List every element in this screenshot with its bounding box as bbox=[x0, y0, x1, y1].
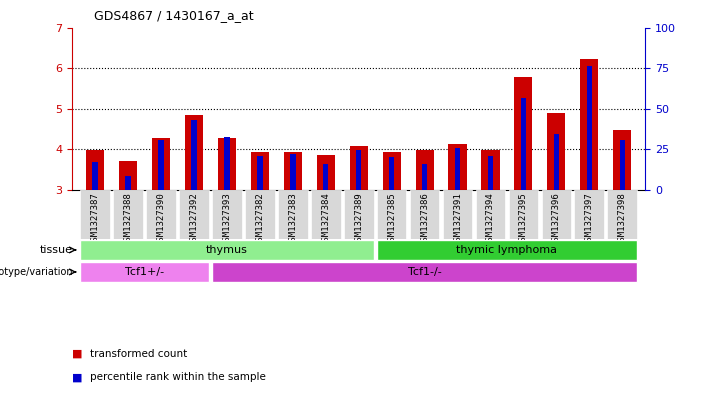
Bar bbox=[356, 151, 361, 190]
Bar bbox=[284, 152, 302, 190]
Bar bbox=[487, 156, 493, 190]
Bar bbox=[92, 162, 98, 190]
Bar bbox=[317, 155, 335, 190]
Bar bbox=[613, 130, 632, 190]
Bar bbox=[619, 140, 625, 190]
Text: GSM1327395: GSM1327395 bbox=[519, 192, 528, 246]
Text: percentile rank within the sample: percentile rank within the sample bbox=[90, 372, 266, 382]
Bar bbox=[350, 146, 368, 190]
Text: genotype/variation: genotype/variation bbox=[0, 267, 73, 277]
Text: GSM1327383: GSM1327383 bbox=[288, 192, 297, 246]
Text: GSM1327386: GSM1327386 bbox=[420, 192, 429, 246]
Bar bbox=[415, 151, 433, 190]
Bar bbox=[185, 116, 203, 190]
Text: GSM1327393: GSM1327393 bbox=[223, 192, 231, 246]
Bar bbox=[257, 156, 262, 190]
Text: transformed count: transformed count bbox=[90, 349, 187, 359]
FancyBboxPatch shape bbox=[508, 190, 539, 239]
Text: Tcf1+/-: Tcf1+/- bbox=[125, 266, 164, 277]
Bar bbox=[152, 138, 170, 190]
FancyBboxPatch shape bbox=[476, 190, 505, 239]
Text: GSM1327398: GSM1327398 bbox=[618, 192, 627, 246]
Bar bbox=[125, 176, 131, 190]
Bar bbox=[86, 151, 105, 190]
FancyBboxPatch shape bbox=[410, 190, 439, 239]
Bar bbox=[251, 152, 269, 190]
Text: thymic lymphoma: thymic lymphoma bbox=[456, 244, 557, 255]
Bar bbox=[482, 151, 500, 190]
Text: GSM1327389: GSM1327389 bbox=[354, 192, 363, 246]
Bar bbox=[514, 77, 533, 190]
Bar bbox=[422, 164, 428, 190]
FancyBboxPatch shape bbox=[607, 190, 637, 239]
Bar bbox=[554, 134, 559, 190]
Bar bbox=[587, 66, 592, 190]
FancyBboxPatch shape bbox=[245, 190, 275, 239]
Text: GSM1327394: GSM1327394 bbox=[486, 192, 495, 246]
Text: GSM1327382: GSM1327382 bbox=[255, 192, 265, 246]
Text: GSM1327391: GSM1327391 bbox=[453, 192, 462, 246]
FancyBboxPatch shape bbox=[377, 240, 637, 260]
Bar bbox=[521, 97, 526, 190]
Bar bbox=[290, 154, 296, 190]
Bar bbox=[455, 148, 460, 190]
Text: Tcf1-/-: Tcf1-/- bbox=[407, 266, 441, 277]
Bar bbox=[218, 138, 236, 190]
FancyBboxPatch shape bbox=[146, 190, 176, 239]
Bar bbox=[224, 137, 230, 190]
FancyBboxPatch shape bbox=[113, 190, 143, 239]
FancyBboxPatch shape bbox=[80, 262, 209, 282]
Text: GDS4867 / 1430167_a_at: GDS4867 / 1430167_a_at bbox=[94, 9, 253, 22]
Text: GSM1327387: GSM1327387 bbox=[91, 192, 99, 246]
Text: ■: ■ bbox=[72, 372, 83, 382]
FancyBboxPatch shape bbox=[443, 190, 472, 239]
FancyBboxPatch shape bbox=[80, 240, 373, 260]
FancyBboxPatch shape bbox=[541, 190, 571, 239]
Text: ■: ■ bbox=[72, 349, 83, 359]
Bar bbox=[547, 113, 565, 190]
Bar bbox=[323, 164, 329, 190]
Text: GSM1327396: GSM1327396 bbox=[552, 192, 561, 246]
Text: GSM1327385: GSM1327385 bbox=[387, 192, 396, 246]
Text: tissue: tissue bbox=[40, 245, 73, 255]
FancyBboxPatch shape bbox=[278, 190, 308, 239]
FancyBboxPatch shape bbox=[344, 190, 373, 239]
Text: GSM1327388: GSM1327388 bbox=[123, 192, 133, 246]
Text: thymus: thymus bbox=[206, 244, 248, 255]
Text: GSM1327384: GSM1327384 bbox=[322, 192, 330, 246]
FancyBboxPatch shape bbox=[575, 190, 604, 239]
Bar bbox=[389, 157, 394, 190]
FancyBboxPatch shape bbox=[212, 190, 242, 239]
Bar bbox=[191, 119, 197, 190]
Bar bbox=[448, 144, 466, 190]
FancyBboxPatch shape bbox=[377, 190, 407, 239]
FancyBboxPatch shape bbox=[80, 190, 110, 239]
Text: GSM1327390: GSM1327390 bbox=[156, 192, 166, 246]
FancyBboxPatch shape bbox=[311, 190, 340, 239]
Bar bbox=[159, 140, 164, 190]
Text: GSM1327397: GSM1327397 bbox=[585, 192, 594, 246]
Bar bbox=[119, 160, 137, 190]
Bar bbox=[383, 152, 401, 190]
Bar bbox=[580, 59, 598, 190]
FancyBboxPatch shape bbox=[212, 262, 637, 282]
Text: GSM1327392: GSM1327392 bbox=[190, 192, 198, 246]
FancyBboxPatch shape bbox=[179, 190, 209, 239]
